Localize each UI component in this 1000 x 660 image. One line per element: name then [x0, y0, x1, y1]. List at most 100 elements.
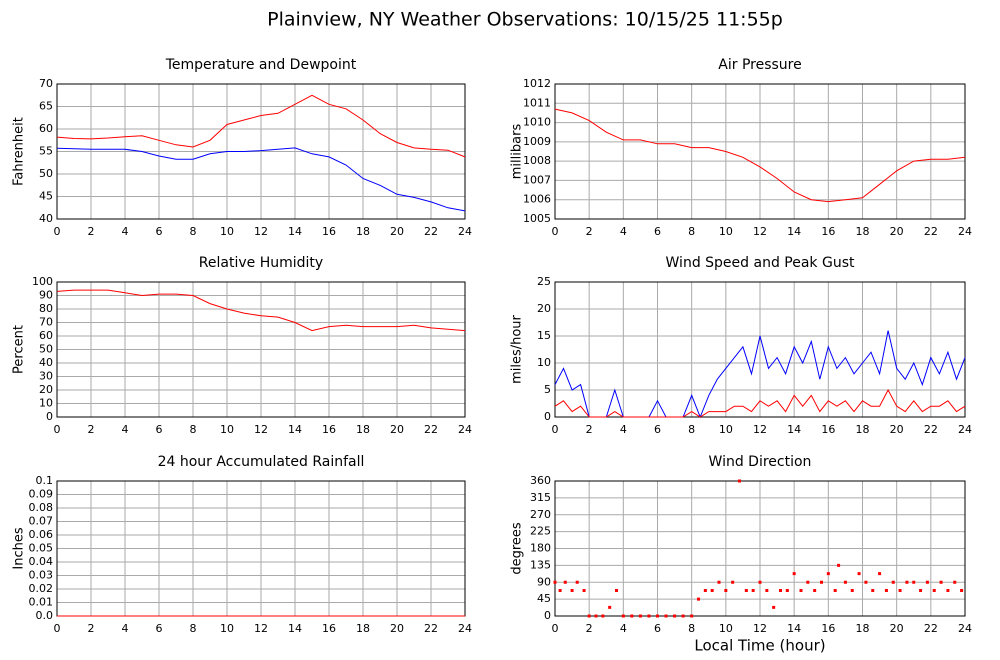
data-point — [891, 580, 895, 584]
data-point — [744, 589, 748, 592]
data-point — [751, 589, 755, 592]
data-point — [621, 614, 625, 618]
data-point — [570, 589, 574, 592]
x-tick-label: 10 — [719, 622, 733, 635]
x-tick-label: 0 — [552, 423, 559, 436]
data-point — [813, 589, 817, 592]
y-tick-label: 0.09 — [29, 488, 54, 501]
data-line — [554, 388, 966, 418]
data-point — [871, 589, 875, 592]
y-tick-label: 270 — [530, 508, 551, 521]
x-tick-label: 0 — [54, 622, 61, 635]
x-tick-label: 14 — [288, 423, 302, 436]
y-axis-label: degrees — [510, 522, 525, 575]
panel-title: Wind Speed and Peak Gust — [666, 255, 855, 271]
x-tick-label: 22 — [924, 622, 938, 635]
data-point — [843, 580, 847, 584]
x-tick-label: 14 — [787, 622, 801, 635]
plot-frame — [554, 480, 966, 617]
panel-title: Air Pressure — [718, 57, 801, 73]
data-line — [56, 289, 466, 332]
data-point — [553, 580, 557, 584]
y-tick-label: 0.05 — [29, 542, 54, 555]
y-axis-label: Inches — [12, 527, 27, 569]
data-point — [582, 589, 586, 592]
data-point — [919, 589, 923, 592]
x-tick-label: 16 — [821, 622, 835, 635]
y-tick-label: 60 — [39, 122, 53, 135]
x-tick-label: 0 — [54, 423, 61, 436]
data-line — [554, 108, 966, 203]
panel-title: Temperature and Dewpoint — [165, 57, 357, 73]
x-tick-label: 8 — [190, 423, 197, 436]
y-tick-label: 20 — [537, 302, 551, 315]
x-tick-label: 4 — [620, 225, 627, 238]
data-line — [56, 147, 466, 212]
data-line — [56, 94, 466, 158]
x-tick-label: 20 — [390, 225, 404, 238]
data-point — [864, 580, 868, 584]
x-tick-label: 12 — [753, 225, 767, 238]
y-tick-label: 1007 — [523, 173, 551, 186]
data-point — [681, 614, 685, 618]
y-tick-label: 70 — [39, 316, 53, 329]
data-point — [946, 589, 950, 592]
y-axis-label: Fahrenheit — [12, 117, 27, 186]
x-tick-label: 4 — [122, 225, 129, 238]
y-tick-label: 0.1 — [36, 474, 54, 487]
x-tick-label: 20 — [890, 423, 904, 436]
data-point — [785, 589, 789, 592]
y-tick-label: 180 — [530, 542, 551, 555]
figure-title: Plainview, NY Weather Observations: 10/1… — [267, 9, 783, 31]
y-tick-label: 1005 — [523, 212, 551, 225]
x-tick-label: 18 — [356, 622, 370, 635]
y-tick-label: 1009 — [523, 135, 551, 148]
y-axis-label: millibars — [510, 124, 525, 180]
data-point — [630, 614, 634, 618]
y-tick-label: 55 — [39, 145, 53, 158]
x-tick-label: 20 — [390, 622, 404, 635]
y-tick-label: 315 — [530, 491, 551, 504]
data-point — [826, 572, 830, 576]
y-tick-label: 0.08 — [29, 501, 54, 514]
data-point — [656, 614, 659, 618]
data-point — [563, 580, 567, 584]
y-tick-label: 0.03 — [29, 569, 54, 582]
data-point — [647, 614, 651, 618]
data-point — [806, 580, 810, 584]
data-point — [884, 589, 888, 592]
x-tick-label: 18 — [856, 622, 870, 635]
x-tick-label: 8 — [688, 225, 695, 238]
y-tick-label: 10 — [39, 397, 53, 410]
x-tick-label: 8 — [688, 423, 695, 436]
y-tick-label: 90 — [39, 289, 53, 302]
data-point — [925, 580, 929, 584]
y-axis-label: Percent — [12, 325, 27, 374]
y-tick-label: 360 — [530, 474, 551, 487]
x-tick-label: 16 — [821, 423, 835, 436]
data-point — [905, 580, 909, 584]
data-point — [697, 597, 700, 601]
data-point — [731, 580, 735, 584]
x-tick-label: 24 — [958, 225, 972, 238]
y-tick-label: 0.04 — [29, 555, 54, 568]
x-tick-label: 24 — [458, 423, 472, 436]
x-tick-label: 24 — [458, 622, 472, 635]
x-tick-label: 12 — [753, 423, 767, 436]
y-tick-label: 50 — [39, 167, 53, 180]
x-tick-label: 22 — [424, 423, 438, 436]
x-tick-label: 2 — [586, 225, 593, 238]
x-tick-label: 2 — [88, 225, 95, 238]
data-point — [857, 572, 861, 576]
x-tick-label: 20 — [890, 225, 904, 238]
panel-title: 24 hour Accumulated Rainfall — [158, 454, 365, 470]
data-point — [594, 614, 598, 618]
x-tick-label: 22 — [924, 423, 938, 436]
y-tick-label: 80 — [39, 302, 53, 315]
data-point — [673, 614, 677, 618]
x-tick-label: 16 — [322, 622, 336, 635]
x-tick-label: 18 — [856, 225, 870, 238]
x-tick-label: 18 — [856, 423, 870, 436]
data-point — [717, 580, 721, 584]
data-point — [898, 589, 902, 592]
